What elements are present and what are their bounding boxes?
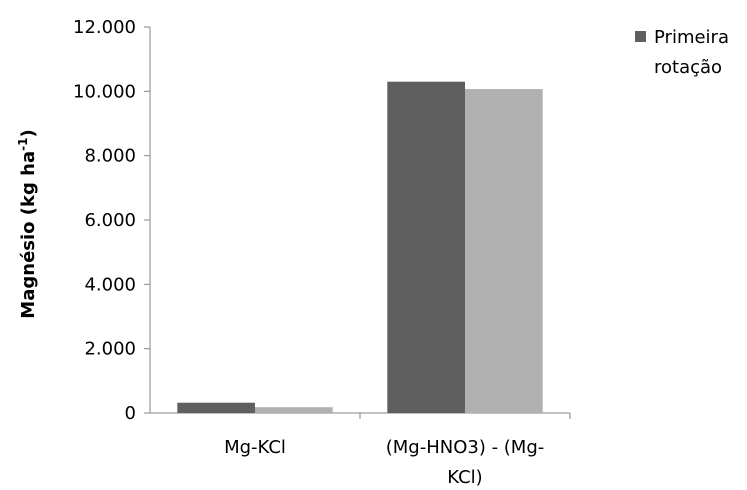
y-tick-label: 6.000 [84, 210, 136, 231]
legend: Primeira rotação [635, 27, 729, 78]
y-tick-label: 4.000 [84, 274, 136, 295]
legend-swatch-primeira-rotacao [635, 31, 646, 42]
x-category-label: (Mg-HNO3) - (Mg-KCl) [386, 437, 545, 488]
bar-series-1-category-1 [177, 402, 255, 413]
y-tick-label: 12.000 [73, 17, 136, 38]
y-tick-label: 0 [125, 403, 136, 424]
y-axis-ticks: 0 2.000 4.000 6.000 8.000 10.000 12.000 [73, 17, 150, 424]
x-category-label: Mg-KCl [224, 437, 286, 458]
y-axis-title: Magnésio (kg ha-1) [16, 129, 39, 318]
bar-series-2-category-1 [255, 407, 333, 413]
bar-series-1-category-2 [387, 81, 465, 413]
legend-label-line-1: Primeira [654, 27, 729, 48]
chart-bars [177, 81, 543, 413]
y-tick-label: 2.000 [84, 339, 136, 360]
x-axis-labels: Mg-KCl (Mg-HNO3) - (Mg-KCl) [224, 437, 544, 488]
bar-series-2-category-2 [465, 89, 543, 413]
y-tick-label: 8.000 [84, 146, 136, 167]
y-tick-label: 10.000 [73, 81, 136, 102]
legend-label-line-2: rotação [654, 57, 722, 78]
